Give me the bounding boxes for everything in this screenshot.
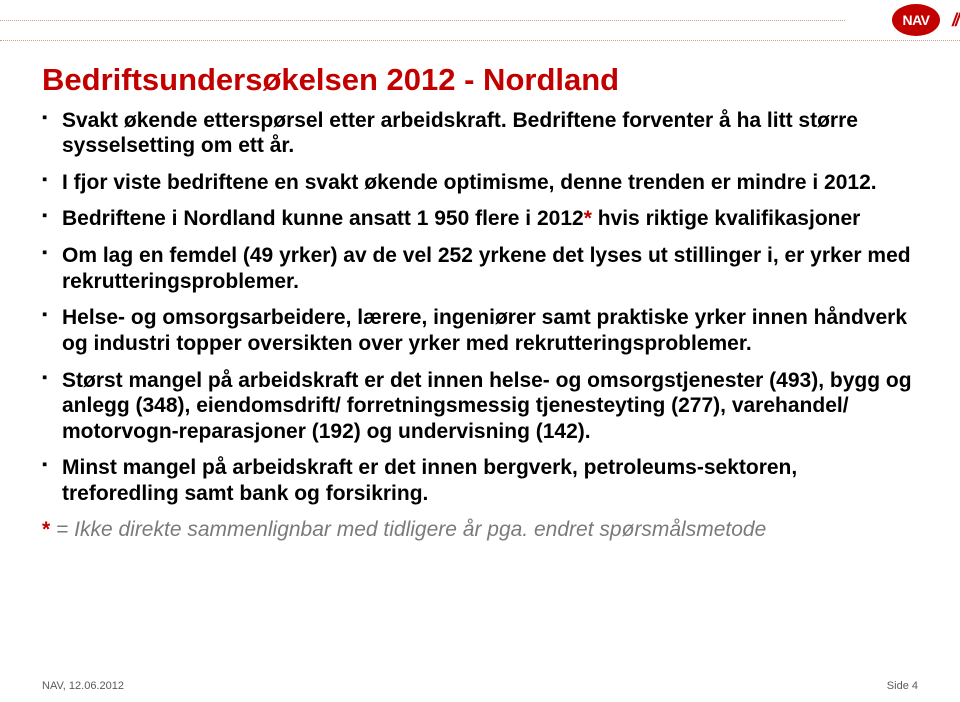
decorative-dotted-line-bottom — [0, 40, 960, 41]
asterisk-marker: * — [584, 207, 592, 230]
bullet-item: Størst mangel på arbeidskraft er det inn… — [42, 368, 918, 445]
nav-logo-slashes-icon: // — [952, 10, 958, 31]
bullet-text: Om lag en femdel (49 yrker) av de vel 25… — [62, 244, 911, 293]
decorative-dotted-line-top — [0, 20, 845, 21]
slide-title: Bedriftsundersøkelsen 2012 - Nordland — [42, 62, 918, 98]
nav-logo-badge: NAV — [892, 4, 940, 36]
footnote-text: = Ikke direkte sammenlignbar med tidlige… — [50, 518, 766, 541]
slide-content: Bedriftsundersøkelsen 2012 - Nordland Sv… — [42, 62, 918, 542]
bullet-text-post: hvis riktige kvalifikasjoner — [592, 207, 860, 230]
bullet-item: Helse- og omsorgsarbeidere, lærere, inge… — [42, 305, 918, 356]
footnote-asterisk: * — [42, 518, 50, 541]
footnote: * = Ikke direkte sammenlignbar med tidli… — [42, 518, 918, 542]
nav-logo: NAV // — [870, 4, 940, 42]
bullet-item: Minst mangel på arbeidskraft er det inne… — [42, 455, 918, 506]
bullet-text-pre: Bedriftene i Nordland kunne ansatt 1 950… — [62, 207, 584, 230]
bullet-text: Minst mangel på arbeidskraft er det inne… — [62, 456, 797, 505]
bullet-item: Om lag en femdel (49 yrker) av de vel 25… — [42, 243, 918, 294]
bullet-text: Svakt økende etterspørsel etter arbeidsk… — [62, 109, 858, 158]
bullet-text: I fjor viste bedriftene en svakt økende … — [62, 171, 877, 194]
bullet-item: I fjor viste bedriftene en svakt økende … — [42, 170, 918, 196]
bullet-text: Helse- og omsorgsarbeidere, lærere, inge… — [62, 306, 907, 355]
bullet-list: Svakt økende etterspørsel etter arbeidsk… — [42, 108, 918, 507]
bullet-item: Bedriftene i Nordland kunne ansatt 1 950… — [42, 206, 918, 232]
footer-page-number: Side 4 — [887, 680, 918, 692]
footer-date: NAV, 12.06.2012 — [42, 680, 124, 692]
bullet-text: Størst mangel på arbeidskraft er det inn… — [62, 369, 912, 443]
bullet-item: Svakt økende etterspørsel etter arbeidsk… — [42, 108, 918, 159]
nav-logo-text: NAV — [902, 12, 929, 28]
